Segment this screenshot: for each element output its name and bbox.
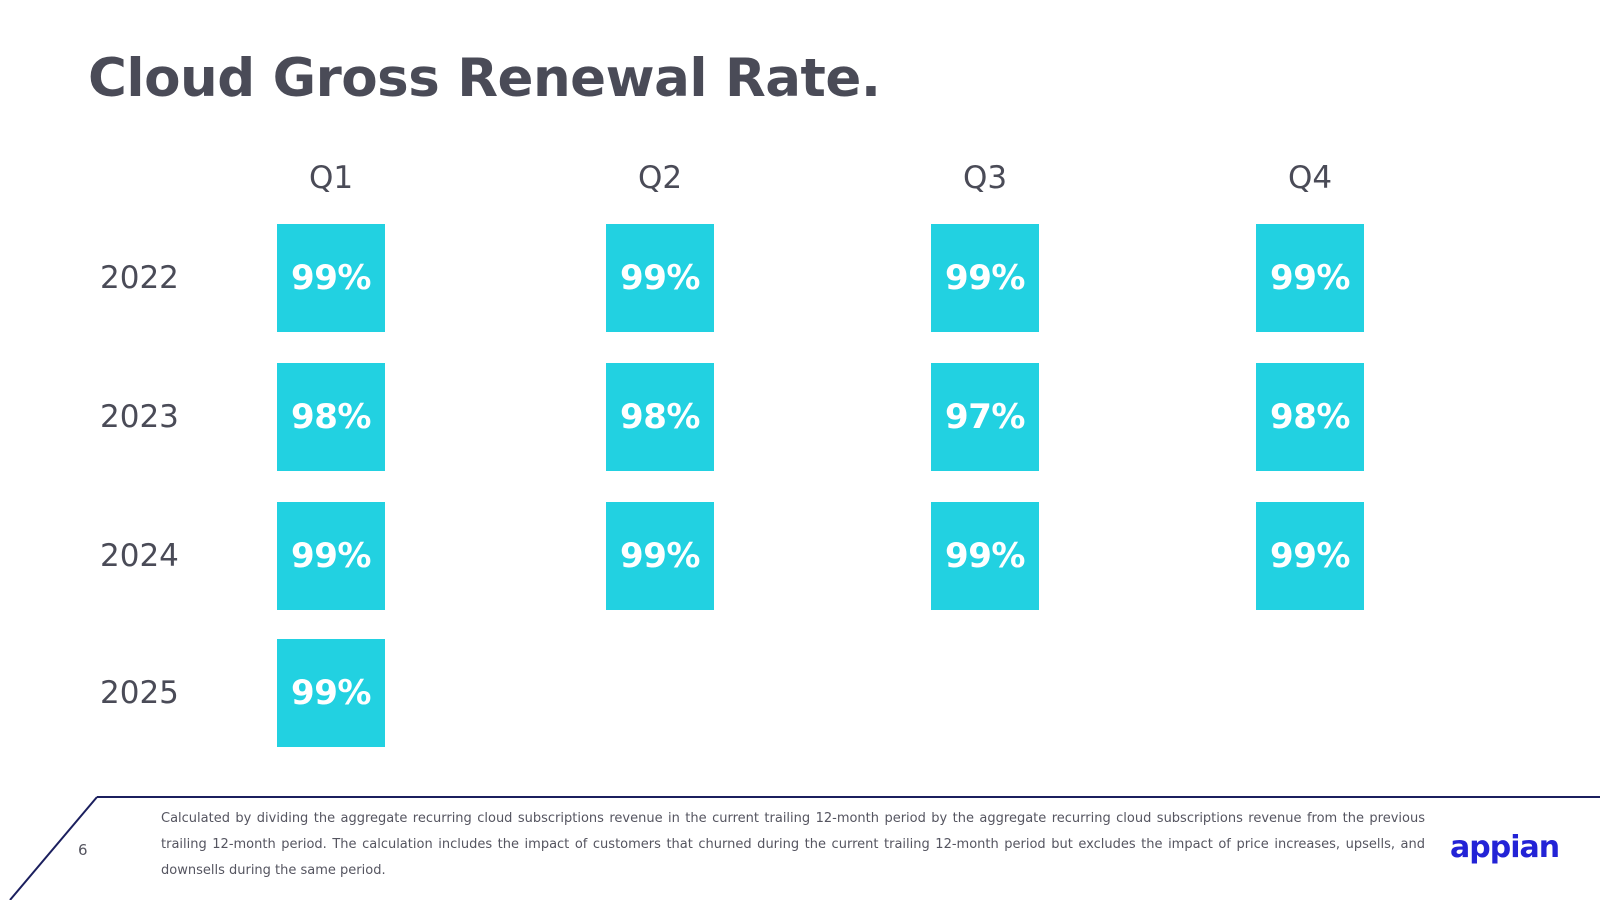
rate-tile-2023-q1: 98% — [277, 363, 385, 471]
rate-tile-2024-q1: 99% — [277, 502, 385, 610]
page-title: Cloud Gross Renewal Rate. — [88, 48, 881, 109]
rate-tile-2023-q4: 98% — [1256, 363, 1364, 471]
rate-tile-2022-q4: 99% — [1256, 224, 1364, 332]
year-label-2025: 2025 — [100, 675, 179, 711]
rate-tile-2024-q2: 99% — [606, 502, 714, 610]
quarter-header-q2: Q2 — [637, 160, 683, 196]
year-label-2024: 2024 — [100, 538, 179, 574]
rate-tile-2025-q1: 99% — [277, 639, 385, 747]
quarter-header-q3: Q3 — [962, 160, 1008, 196]
rate-tile-2023-q2: 98% — [606, 363, 714, 471]
year-label-2022: 2022 — [100, 260, 179, 296]
quarter-header-q4: Q4 — [1287, 160, 1333, 196]
year-label-2023: 2023 — [100, 399, 179, 435]
page-number: 6 — [78, 841, 88, 859]
footnote-text: Calculated by dividing the aggregate rec… — [161, 811, 1425, 878]
renewal-rate-grid: Q1 Q2 Q3 Q4 2022 99% 99% 99% 99% 2023 98% 98% 97% 98%… — [100, 160, 1364, 747]
rate-tile-2022-q2: 99% — [606, 224, 714, 332]
quarter-header-q1: Q1 — [308, 160, 354, 196]
appian-logo: appian — [1450, 830, 1560, 865]
rate-tile-2022-q1: 99% — [277, 224, 385, 332]
rate-tile-2024-q3: 99% — [931, 502, 1039, 610]
rate-tile-2024-q4: 99% — [1256, 502, 1364, 610]
footer-diagonal-line — [9, 796, 98, 900]
rate-tile-2023-q3: 97% — [931, 363, 1039, 471]
rate-tile-2022-q3: 99% — [931, 224, 1039, 332]
